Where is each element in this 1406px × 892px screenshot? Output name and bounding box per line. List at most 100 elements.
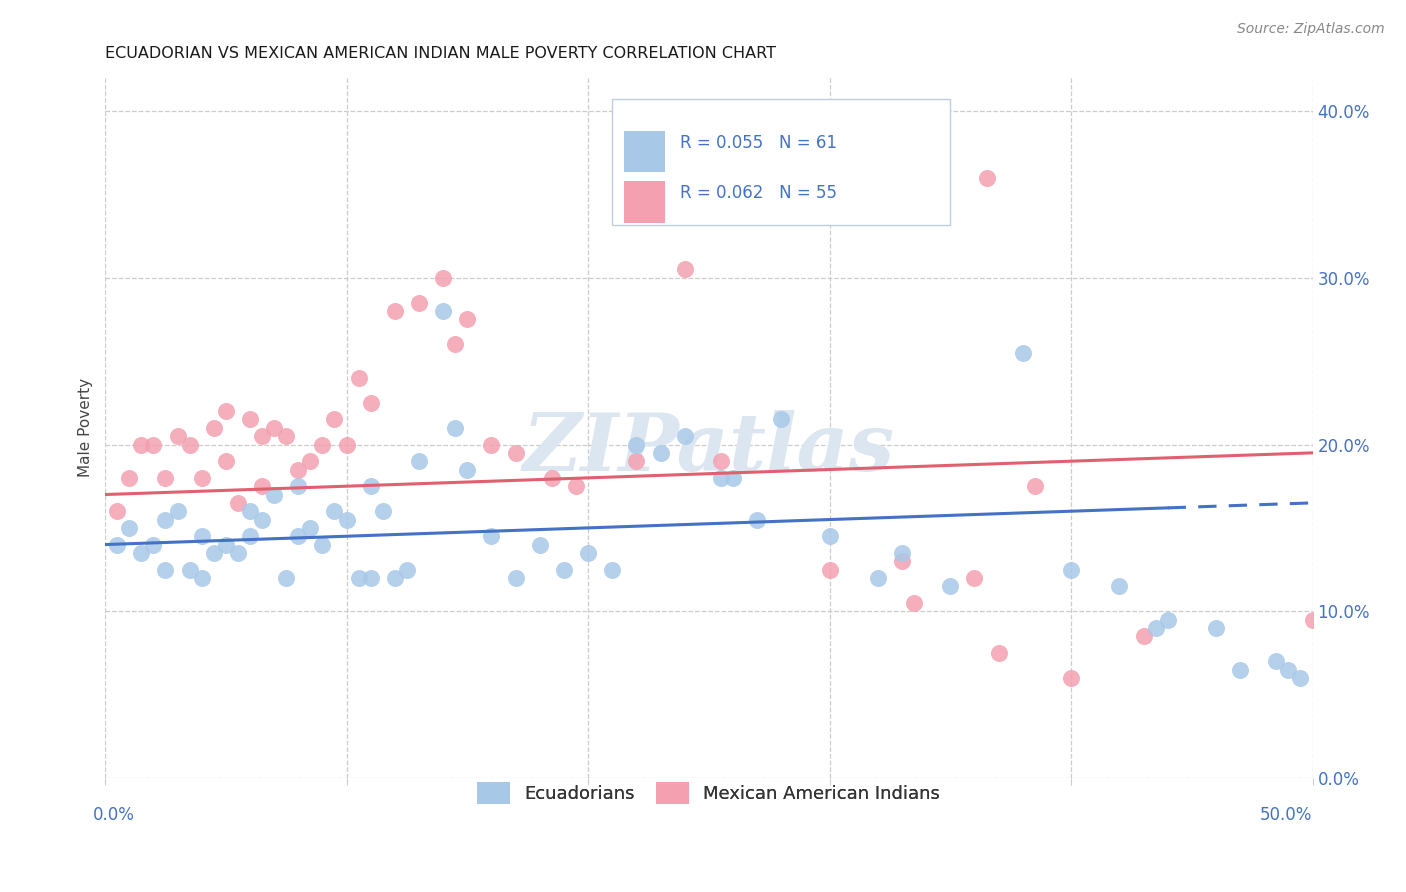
Point bbox=[226, 546, 249, 560]
Point bbox=[818, 563, 841, 577]
Text: ZIPatlas: ZIPatlas bbox=[523, 410, 894, 488]
Point bbox=[1060, 671, 1083, 685]
Point bbox=[166, 429, 188, 443]
Point bbox=[263, 487, 285, 501]
Point bbox=[239, 412, 262, 426]
Point bbox=[335, 437, 357, 451]
Point bbox=[215, 537, 238, 551]
Point bbox=[347, 371, 370, 385]
Point bbox=[903, 596, 925, 610]
Point bbox=[1229, 663, 1251, 677]
Point bbox=[770, 412, 793, 426]
Point bbox=[1205, 621, 1227, 635]
Point bbox=[408, 295, 430, 310]
Point bbox=[987, 646, 1010, 660]
Point bbox=[866, 571, 889, 585]
Point bbox=[444, 421, 467, 435]
Point bbox=[915, 137, 938, 152]
Point bbox=[891, 546, 914, 560]
Point bbox=[371, 504, 394, 518]
Point bbox=[202, 546, 225, 560]
Point bbox=[335, 512, 357, 526]
Text: 50.0%: 50.0% bbox=[1260, 806, 1313, 824]
Point bbox=[626, 437, 648, 451]
Point bbox=[673, 429, 696, 443]
Point bbox=[263, 421, 285, 435]
Point bbox=[360, 396, 382, 410]
Point bbox=[190, 571, 212, 585]
Point bbox=[384, 571, 406, 585]
Point bbox=[745, 512, 768, 526]
Point bbox=[215, 404, 238, 418]
Point bbox=[505, 446, 527, 460]
Point bbox=[384, 304, 406, 318]
Point bbox=[323, 412, 346, 426]
Point bbox=[721, 471, 744, 485]
Point bbox=[299, 454, 322, 468]
Text: 0.0%: 0.0% bbox=[93, 806, 135, 824]
Point bbox=[600, 563, 623, 577]
Point bbox=[118, 521, 141, 535]
Text: R = 0.062   N = 55: R = 0.062 N = 55 bbox=[681, 185, 837, 202]
Point bbox=[142, 537, 165, 551]
Point bbox=[1277, 663, 1299, 677]
Point bbox=[360, 479, 382, 493]
Point bbox=[939, 579, 962, 593]
Point bbox=[673, 262, 696, 277]
Text: R = 0.055   N = 61: R = 0.055 N = 61 bbox=[681, 134, 837, 152]
Point bbox=[1132, 629, 1154, 643]
Point bbox=[142, 437, 165, 451]
Point bbox=[891, 554, 914, 568]
Point bbox=[287, 529, 309, 543]
Point bbox=[456, 312, 478, 326]
FancyBboxPatch shape bbox=[612, 99, 950, 225]
Point bbox=[626, 454, 648, 468]
FancyBboxPatch shape bbox=[624, 131, 665, 172]
Point bbox=[276, 429, 298, 443]
Point bbox=[155, 512, 177, 526]
Point bbox=[226, 496, 249, 510]
Point bbox=[976, 170, 998, 185]
Point bbox=[166, 504, 188, 518]
Point bbox=[287, 479, 309, 493]
Point bbox=[529, 537, 551, 551]
Point bbox=[129, 437, 152, 451]
Point bbox=[179, 563, 201, 577]
Point bbox=[553, 563, 575, 577]
Point bbox=[287, 462, 309, 476]
Point bbox=[105, 504, 128, 518]
Point bbox=[1108, 579, 1130, 593]
Point bbox=[540, 471, 562, 485]
Point bbox=[250, 429, 273, 443]
Point bbox=[1289, 671, 1312, 685]
Point bbox=[179, 437, 201, 451]
Point bbox=[1144, 621, 1167, 635]
Point bbox=[576, 546, 599, 560]
Point bbox=[818, 529, 841, 543]
Point bbox=[1060, 563, 1083, 577]
Point bbox=[250, 512, 273, 526]
FancyBboxPatch shape bbox=[624, 181, 665, 223]
Point bbox=[710, 471, 733, 485]
Point bbox=[1302, 613, 1324, 627]
Point bbox=[155, 471, 177, 485]
Point bbox=[1011, 346, 1033, 360]
Point bbox=[311, 437, 333, 451]
Point bbox=[190, 471, 212, 485]
Point bbox=[432, 270, 454, 285]
Point bbox=[1265, 654, 1288, 668]
Point bbox=[323, 504, 346, 518]
Point bbox=[239, 504, 262, 518]
Point bbox=[276, 571, 298, 585]
Point bbox=[481, 529, 503, 543]
Point bbox=[650, 446, 672, 460]
Point bbox=[1156, 613, 1178, 627]
Point bbox=[239, 529, 262, 543]
Point bbox=[347, 571, 370, 585]
Point bbox=[395, 563, 418, 577]
Point bbox=[105, 537, 128, 551]
Point bbox=[250, 479, 273, 493]
Text: Source: ZipAtlas.com: Source: ZipAtlas.com bbox=[1237, 22, 1385, 37]
Point bbox=[118, 471, 141, 485]
Legend: Ecuadorians, Mexican American Indians: Ecuadorians, Mexican American Indians bbox=[470, 774, 948, 811]
